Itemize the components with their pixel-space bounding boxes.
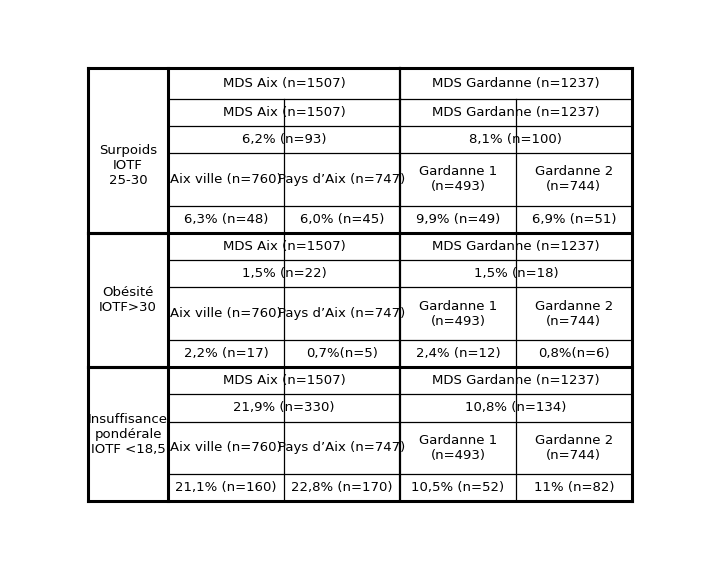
Text: 1,5% (n=18): 1,5% (n=18) <box>474 267 558 280</box>
Text: 6,2% (n=93): 6,2% (n=93) <box>242 133 326 146</box>
Text: 11% (n=82): 11% (n=82) <box>534 481 614 494</box>
Text: 6,3% (n=48): 6,3% (n=48) <box>184 213 268 226</box>
Text: Gardanne 1
(n=493): Gardanne 1 (n=493) <box>419 300 497 328</box>
Text: Gardanne 2
(n=744): Gardanne 2 (n=744) <box>535 434 613 462</box>
Text: 9,9% (n=49): 9,9% (n=49) <box>416 213 500 226</box>
Text: MDS Aix (n=1507): MDS Aix (n=1507) <box>223 374 345 387</box>
Text: 21,9% (n=330): 21,9% (n=330) <box>233 401 335 414</box>
Text: MDS Gardanne (n=1237): MDS Gardanne (n=1237) <box>432 374 600 387</box>
Text: 0,8%(n=6): 0,8%(n=6) <box>538 347 609 360</box>
Text: Pays d’Aix (n=747): Pays d’Aix (n=747) <box>279 173 406 186</box>
Text: 8,1% (n=100): 8,1% (n=100) <box>470 133 562 146</box>
Text: MDS Gardanne (n=1237): MDS Gardanne (n=1237) <box>432 240 600 253</box>
Text: Pays d’Aix (n=747): Pays d’Aix (n=747) <box>279 441 406 454</box>
Text: Gardanne 1
(n=493): Gardanne 1 (n=493) <box>419 434 497 462</box>
Text: Surpoids
IOTF
25-30: Surpoids IOTF 25-30 <box>99 144 157 187</box>
Text: Aix ville (n=760): Aix ville (n=760) <box>171 173 282 186</box>
Text: 22,8% (n=170): 22,8% (n=170) <box>291 481 393 494</box>
Text: Gardanne 2
(n=744): Gardanne 2 (n=744) <box>535 300 613 328</box>
Text: MDS Aix (n=1507): MDS Aix (n=1507) <box>223 240 345 253</box>
Text: Gardanne 2
(n=744): Gardanne 2 (n=744) <box>535 166 613 194</box>
Text: 10,5% (n=52): 10,5% (n=52) <box>411 481 505 494</box>
Text: MDS Gardanne (n=1237): MDS Gardanne (n=1237) <box>432 77 600 90</box>
Text: 1,5% (n=22): 1,5% (n=22) <box>241 267 326 280</box>
Text: MDS Gardanne (n=1237): MDS Gardanne (n=1237) <box>432 106 600 119</box>
Text: Insuffisance
pondérale
IOTF <18,5: Insuffisance pondérale IOTF <18,5 <box>88 413 168 455</box>
Text: Gardanne 1
(n=493): Gardanne 1 (n=493) <box>419 166 497 194</box>
Text: 6,9% (n=51): 6,9% (n=51) <box>531 213 616 226</box>
Text: 0,7%(n=5): 0,7%(n=5) <box>306 347 378 360</box>
Text: 21,1% (n=160): 21,1% (n=160) <box>176 481 277 494</box>
Text: 6,0% (n=45): 6,0% (n=45) <box>300 213 384 226</box>
Text: 2,4% (n=12): 2,4% (n=12) <box>416 347 501 360</box>
Text: MDS Aix (n=1507): MDS Aix (n=1507) <box>223 106 345 119</box>
Text: Obésité
IOTF>30: Obésité IOTF>30 <box>99 286 157 314</box>
Text: 2,2% (n=17): 2,2% (n=17) <box>184 347 269 360</box>
Text: 10,8% (n=134): 10,8% (n=134) <box>465 401 567 414</box>
Text: Aix ville (n=760): Aix ville (n=760) <box>171 441 282 454</box>
Text: Pays d’Aix (n=747): Pays d’Aix (n=747) <box>279 307 406 320</box>
Text: Aix ville (n=760): Aix ville (n=760) <box>171 307 282 320</box>
Text: MDS Aix (n=1507): MDS Aix (n=1507) <box>223 77 345 90</box>
